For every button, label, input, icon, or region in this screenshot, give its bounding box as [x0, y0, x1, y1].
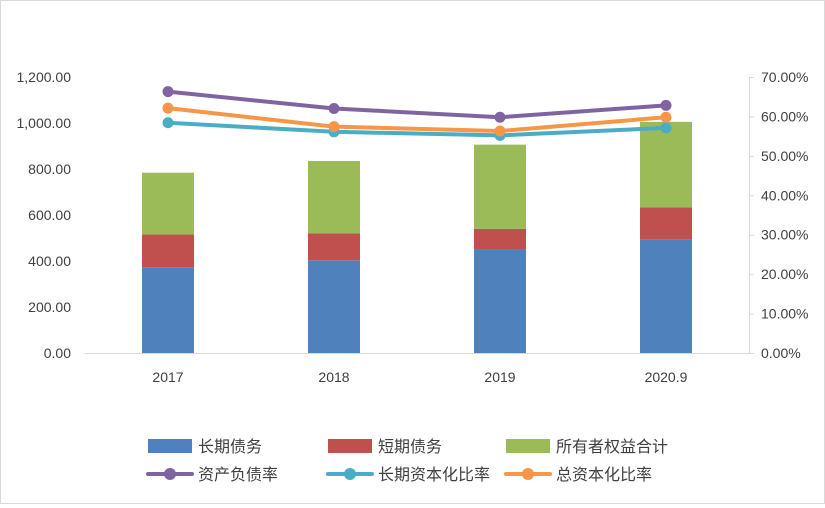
y-right-tick-label: 60.00% [761, 108, 808, 124]
y-left-tick-label: 1,000.00 [17, 115, 72, 131]
y-left-tick-label: 0.00 [44, 345, 71, 361]
y-right-tick-label: 70.00% [761, 69, 808, 85]
y-right-tick-label: 40.00% [761, 187, 808, 203]
bar-0-0 [142, 267, 194, 353]
bar-0-2 [474, 249, 526, 353]
y-left-tick-label: 800.00 [28, 161, 71, 177]
bar-1-1 [308, 233, 360, 261]
bar-1-2 [474, 228, 526, 250]
y-right-tick-label: 30.00% [761, 227, 808, 243]
x-tick-label: 2017 [152, 369, 183, 385]
bar-0-1 [308, 260, 360, 353]
y-left-tick-label: 1,200.00 [17, 69, 72, 85]
y-left-tick-label: 400.00 [28, 253, 71, 269]
line-point-1-0 [162, 117, 174, 129]
legend-swatch-marker [522, 468, 534, 480]
x-tick-label: 2019 [484, 369, 515, 385]
bar-2-2 [474, 144, 526, 229]
bar-1-0 [142, 234, 194, 268]
line-point-0-3 [660, 99, 672, 111]
bar-2-1 [308, 160, 360, 234]
legend-swatch-bar [328, 439, 372, 453]
legend-label: 所有者权益合计 [556, 438, 668, 456]
y-left-tick-label: 200.00 [28, 299, 71, 315]
line-point-0-0 [162, 86, 174, 98]
x-tick-label: 2020.9 [645, 369, 688, 385]
bar-0-3 [640, 239, 692, 353]
legend-swatch-bar [148, 439, 192, 453]
line-series-1 [166, 120, 668, 138]
line-point-1-3 [660, 122, 672, 134]
y-right-tick-label: 20.00% [761, 266, 808, 282]
line-point-2-0 [162, 102, 174, 114]
axis-layer: 0.00 200.00 400.00 600.00 800.00 1,000.00 1,20… [17, 69, 809, 385]
y-left-tick-label: 600.00 [28, 207, 71, 223]
line-point-0-2 [494, 111, 506, 123]
line-point-2-1 [328, 121, 340, 133]
bars-layer [142, 121, 692, 353]
bar-2-0 [142, 172, 194, 235]
legend-swatch-bar [506, 439, 550, 453]
legend-label: 长期资本化比率 [378, 466, 490, 484]
x-tick-label: 2018 [318, 369, 349, 385]
line-series-0 [166, 89, 668, 120]
line-series-2 [166, 106, 668, 134]
line-point-2-2 [494, 125, 506, 137]
y-right-tick-label: 50.00% [761, 148, 808, 164]
legend-swatch-marker [164, 468, 176, 480]
y-right-tick-label: 0.00% [761, 345, 801, 361]
legend-label: 资产负债率 [198, 466, 278, 484]
legend-label: 长期债务 [198, 438, 262, 456]
line-point-2-3 [660, 111, 672, 123]
bar-2-3 [640, 121, 692, 208]
legend-swatch-marker [344, 468, 356, 480]
line-point-0-1 [328, 103, 340, 115]
y-right-tick-label: 10.00% [761, 306, 808, 322]
lines-layer [162, 86, 672, 141]
legend-label: 短期债务 [378, 438, 442, 456]
legend-label: 总资本化比率 [556, 466, 652, 484]
bar-1-3 [640, 207, 692, 240]
